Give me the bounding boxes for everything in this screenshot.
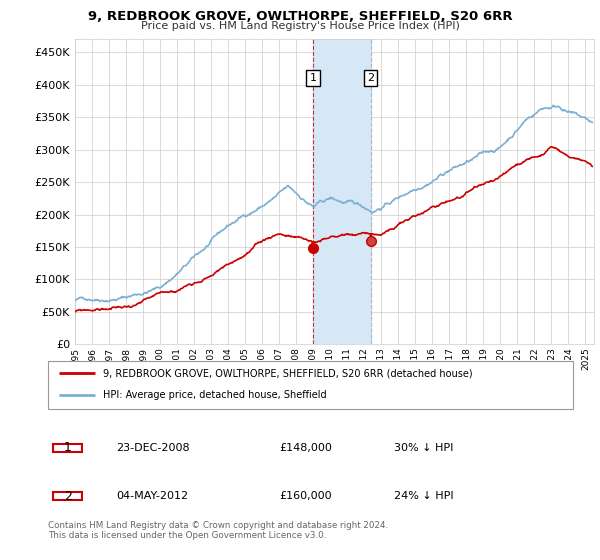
Text: 9, REDBROOK GROVE, OWLTHORPE, SHEFFIELD, S20 6RR: 9, REDBROOK GROVE, OWLTHORPE, SHEFFIELD,… (88, 10, 512, 23)
Text: 2: 2 (64, 489, 71, 502)
Text: 23-DEC-2008: 23-DEC-2008 (116, 443, 190, 453)
Text: £148,000: £148,000 (279, 443, 332, 453)
FancyBboxPatch shape (53, 444, 82, 452)
Text: 30% ↓ HPI: 30% ↓ HPI (395, 443, 454, 453)
Text: 1: 1 (310, 73, 316, 83)
Text: Contains HM Land Registry data © Crown copyright and database right 2024.
This d: Contains HM Land Registry data © Crown c… (48, 521, 388, 540)
Text: Price paid vs. HM Land Registry's House Price Index (HPI): Price paid vs. HM Land Registry's House … (140, 21, 460, 31)
FancyBboxPatch shape (48, 361, 573, 409)
Text: 2: 2 (367, 73, 374, 83)
Text: 04-MAY-2012: 04-MAY-2012 (116, 491, 188, 501)
Text: 9, REDBROOK GROVE, OWLTHORPE, SHEFFIELD, S20 6RR (detached house): 9, REDBROOK GROVE, OWLTHORPE, SHEFFIELD,… (103, 368, 473, 378)
Text: 24% ↓ HPI: 24% ↓ HPI (395, 491, 454, 501)
Bar (313, 39, 371, 344)
Text: HPI: Average price, detached house, Sheffield: HPI: Average price, detached house, Shef… (103, 390, 327, 400)
FancyBboxPatch shape (53, 492, 82, 501)
Text: £160,000: £160,000 (279, 491, 332, 501)
Text: 1: 1 (64, 441, 71, 455)
